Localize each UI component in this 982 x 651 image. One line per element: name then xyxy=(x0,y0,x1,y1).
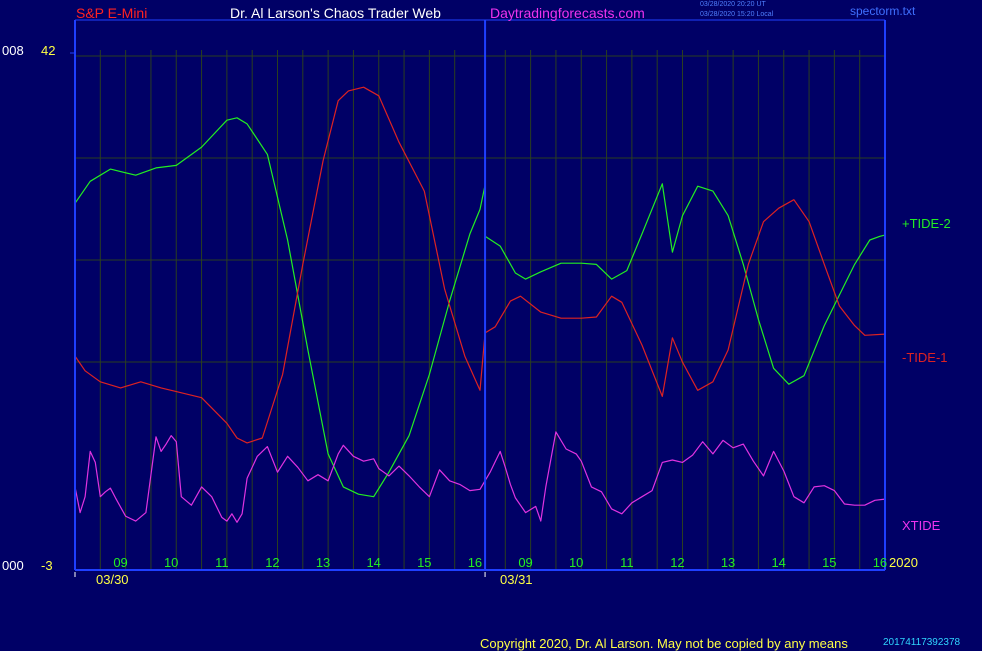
y-left-top: 008 xyxy=(2,43,24,58)
legend-tide2: +TIDE-2 xyxy=(902,216,951,231)
x-tick-label-d2-5: 14 xyxy=(771,555,785,570)
x-tick-label-d1-6: 15 xyxy=(417,555,431,570)
series-line-2 xyxy=(74,431,886,523)
x-tick-label-d1-5: 14 xyxy=(366,555,380,570)
series-line-0 xyxy=(74,117,886,498)
date-label-1: 03/30 xyxy=(96,572,129,587)
x-tick-label-d2-2: 11 xyxy=(620,555,634,570)
series-layer xyxy=(74,86,886,523)
x-tick-label-d1-3: 12 xyxy=(265,555,279,570)
x-tick-label-d2-0: 09 xyxy=(518,555,532,570)
x-tick-label-d2-7: 16 xyxy=(873,555,887,570)
date-label-2: 03/31 xyxy=(500,572,533,587)
x-ticks: 09 10 11 12 13 14 15 16 09 10 11 12 13 14 15 16 xyxy=(74,555,887,577)
series-line-1 xyxy=(74,86,886,444)
x-tick-label-d1-4: 13 xyxy=(316,555,330,570)
x-tick-label-d1-2: 11 xyxy=(215,555,229,570)
chart-title: S&P E-Mini xyxy=(76,5,148,21)
legend-xtide: XTIDE xyxy=(902,518,941,533)
x-tick-label-d1-0: 09 xyxy=(113,555,127,570)
footer-code: 20174117392378 xyxy=(883,637,961,648)
x-tick-label-d2-1: 10 xyxy=(569,555,583,570)
file-name: spectorm.txt xyxy=(850,4,916,18)
site-url: Daytradingforecasts.com xyxy=(490,5,645,21)
x-tick-label-d2-6: 15 xyxy=(822,555,836,570)
x-tick-label-d2-4: 13 xyxy=(721,555,735,570)
legend-tide1: -TIDE-1 xyxy=(902,350,948,365)
year-label: 2020 xyxy=(889,555,918,570)
y-left-bottom: 000 xyxy=(2,558,24,573)
frame xyxy=(70,19,886,571)
timestamp-local: 03/28/2020 15:20 Local xyxy=(700,11,774,18)
site-title: Dr. Al Larson's Chaos Trader Web xyxy=(230,5,441,21)
x-tick-label-d2-3: 12 xyxy=(670,555,684,570)
timestamp-utc: 03/28/2020 20:20 UT xyxy=(700,1,766,8)
x-tick-label-d1-7: 16 xyxy=(468,555,482,570)
y-right-top: 42 xyxy=(41,43,56,58)
x-tick-label-d1-1: 10 xyxy=(164,555,178,570)
copyright: Copyright 2020, Dr. Al Larson. May not b… xyxy=(480,636,848,651)
y-right-bottom: -3 xyxy=(41,558,53,573)
grid xyxy=(75,50,885,570)
